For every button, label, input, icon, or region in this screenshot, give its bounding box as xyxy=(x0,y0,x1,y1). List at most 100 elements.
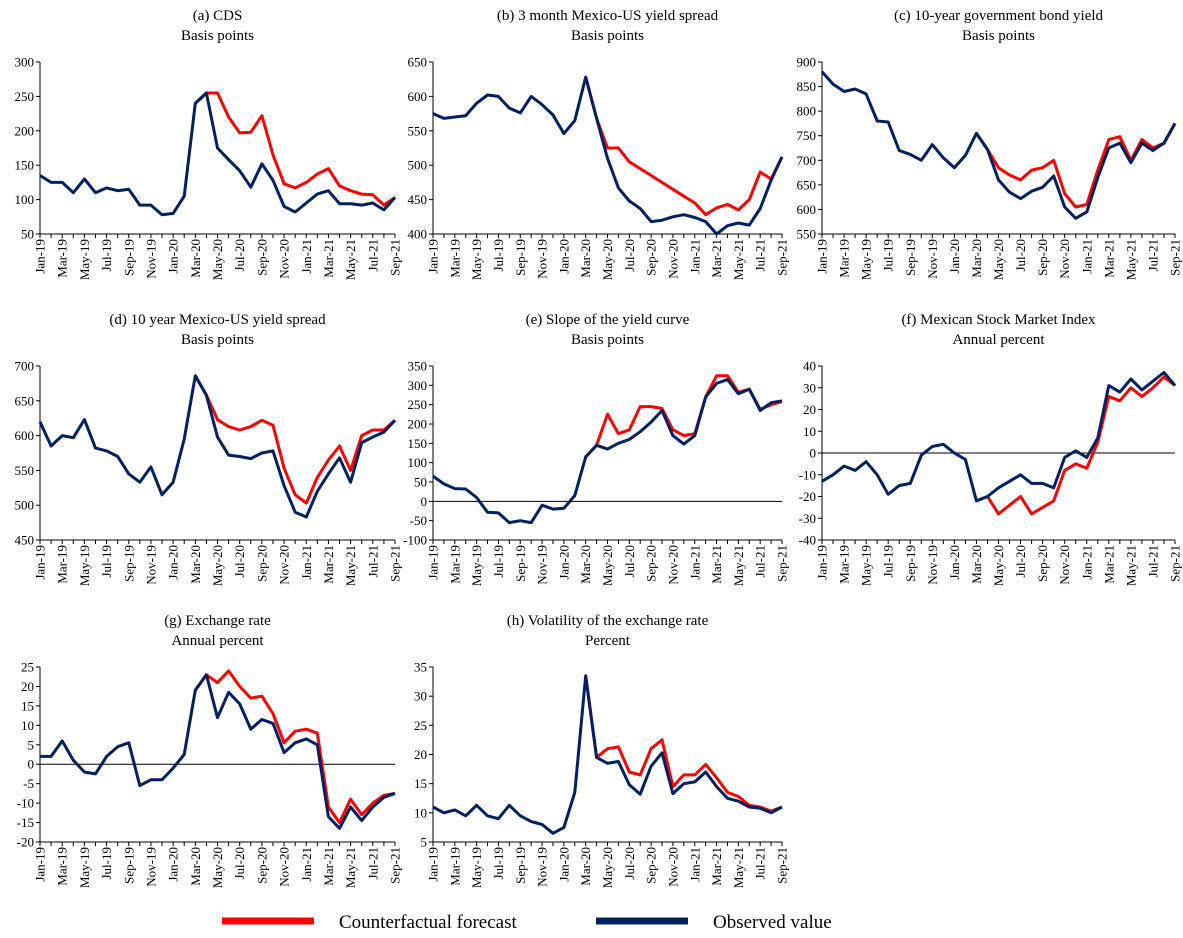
chart-panel: (d) 10 year Mexico-US yield spread Basis … xyxy=(15,312,403,586)
x-tick-label: Mar-19 xyxy=(447,847,462,886)
x-tick-label: Sep-20 xyxy=(1035,545,1050,582)
x-tick-label: Sep-19 xyxy=(121,545,136,582)
x-tick-label: Mar-19 xyxy=(55,239,70,278)
y-tick-label: 550 xyxy=(408,123,428,138)
series-line xyxy=(38,374,397,519)
series-line xyxy=(975,122,1177,209)
x-tick-label: Jan-19 xyxy=(426,545,441,580)
x-tick-label: Mar-19 xyxy=(55,847,70,886)
x-tick-label: Jul-20 xyxy=(232,239,247,272)
x-tick-label: May-21 xyxy=(343,239,358,280)
x-tick-label: Jan-19 xyxy=(815,545,830,580)
y-tick-label: 250 xyxy=(15,89,35,104)
x-tick-label: May-20 xyxy=(210,545,225,586)
y-tick-label: 700 xyxy=(797,153,817,168)
chart-panel: (g) Exchange rate Annual percent -20 -15 -10… xyxy=(17,613,403,888)
x-tick-label: Sep-21 xyxy=(388,545,403,582)
y-tick-label: 800 xyxy=(797,104,817,119)
x-tick-label: May-21 xyxy=(731,545,746,586)
y-tick-label: 350 xyxy=(408,359,428,374)
series-line xyxy=(820,70,1177,220)
y-tick-label: 5 xyxy=(421,835,428,850)
chart-title: (d) 10 year Mexico-US yield spread xyxy=(109,312,326,328)
x-tick-label: May-21 xyxy=(343,545,358,586)
x-tick-label: Sep-20 xyxy=(644,239,659,276)
x-tick-label: Jan-20 xyxy=(166,545,181,580)
x-tick-label: Nov-19 xyxy=(143,239,158,279)
x-tick-label: May-21 xyxy=(731,239,746,280)
x-tick-label: Jul-21 xyxy=(753,847,768,880)
x-tick-label: Sep-20 xyxy=(254,545,269,582)
x-tick-label: Jan-20 xyxy=(947,545,962,580)
x-tick-label: May-19 xyxy=(859,239,874,280)
x-tick-label: May-19 xyxy=(469,239,484,280)
x-tick-label: Jul-21 xyxy=(365,545,380,578)
x-tick-label: Mar-19 xyxy=(447,545,462,584)
x-tick-label: Jan-21 xyxy=(687,239,702,274)
y-tick-label: 200 xyxy=(408,417,428,432)
x-tick-label: May-20 xyxy=(600,545,615,586)
x-tick-label: Mar-20 xyxy=(578,545,593,584)
y-tick-label: 600 xyxy=(797,202,817,217)
chart-subtitle: Basis points xyxy=(181,28,254,44)
chart-subtitle: Percent xyxy=(585,633,631,649)
y-tick-label: 300 xyxy=(408,378,428,393)
y-tick-label: 0 xyxy=(28,757,35,772)
x-tick-label: Mar-19 xyxy=(837,239,852,278)
x-tick-label: Jul-21 xyxy=(753,239,768,272)
x-tick-label: Jan-21 xyxy=(1079,545,1094,580)
x-tick-label: Sep-21 xyxy=(1168,545,1183,582)
x-tick-label: Mar-21 xyxy=(1101,545,1116,584)
x-tick-label: Jan-19 xyxy=(815,239,830,274)
x-tick-label: Mar-19 xyxy=(837,545,852,584)
chart-subtitle: Basis points xyxy=(181,332,254,348)
y-tick-label: 450 xyxy=(15,533,35,548)
legend-label: Observed value xyxy=(713,912,832,933)
x-tick-label: Mar-20 xyxy=(969,545,984,584)
series-line xyxy=(194,91,396,207)
x-tick-label: May-21 xyxy=(1123,545,1138,586)
y-tick-label: 10 xyxy=(414,805,427,820)
y-tick-label: 15 xyxy=(21,698,34,713)
y-tick-label: 30 xyxy=(803,380,816,395)
chart-subtitle: Basis points xyxy=(962,28,1035,44)
x-tick-label: Sep-20 xyxy=(254,239,269,276)
chart-title: (c) 10-year government bond yield xyxy=(894,8,1104,24)
x-tick-label: Mar-21 xyxy=(321,545,336,584)
y-tick-label: 700 xyxy=(15,359,35,374)
y-tick-label: 0 xyxy=(421,494,428,509)
chart-title: (e) Slope of the yield curve xyxy=(526,312,690,328)
x-tick-label: May-20 xyxy=(600,847,615,888)
series-line xyxy=(975,375,1176,516)
y-tick-label: 10 xyxy=(21,718,34,733)
x-tick-label: Sep-21 xyxy=(388,847,403,884)
y-tick-label: 40 xyxy=(803,359,816,374)
chart-title: (b) 3 month Mexico-US yield spread xyxy=(497,8,719,24)
y-tick-label: 25 xyxy=(414,718,427,733)
y-tick-label: -50 xyxy=(410,513,427,528)
y-tick-label: 650 xyxy=(408,55,428,70)
x-tick-label: Nov-20 xyxy=(1057,545,1072,585)
x-tick-label: Mar-21 xyxy=(709,545,724,584)
x-tick-label: Sep-21 xyxy=(775,239,790,276)
x-tick-label: Sep-21 xyxy=(775,847,790,884)
x-tick-label: Sep-19 xyxy=(121,847,136,884)
x-tick-label: Jan-21 xyxy=(1079,239,1094,274)
x-tick-label: Nov-20 xyxy=(1057,239,1072,279)
x-tick-label: Nov-20 xyxy=(277,847,292,887)
y-tick-label: 450 xyxy=(408,192,428,207)
chart-panel: (h) Volatility of the exchange rate Perce… xyxy=(414,613,790,888)
x-tick-label: Sep-19 xyxy=(513,545,528,582)
x-tick-label: Jul-20 xyxy=(622,847,637,880)
x-tick-label: Nov-19 xyxy=(535,545,550,585)
x-tick-label: Jan-21 xyxy=(687,847,702,882)
x-tick-label: Jul-19 xyxy=(881,545,896,578)
x-tick-label: Sep-19 xyxy=(513,847,528,884)
x-tick-label: Jul-19 xyxy=(99,239,114,272)
x-tick-label: May-19 xyxy=(469,847,484,888)
y-tick-label: 25 xyxy=(21,660,34,675)
chart-panel: (e) Slope of the yield curve Basis points… xyxy=(403,312,789,586)
x-tick-label: Mar-20 xyxy=(188,239,203,278)
x-tick-label: May-19 xyxy=(77,545,92,586)
